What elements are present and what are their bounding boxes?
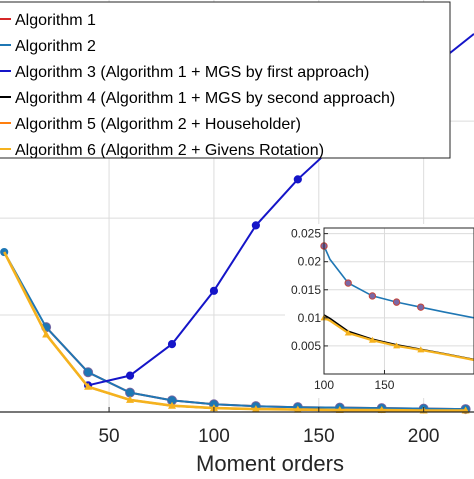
series-6-point (251, 405, 260, 413)
series-line-6 (3, 251, 466, 412)
inset-x-tick-label: 150 (374, 378, 394, 392)
inset-series-line-1 (323, 245, 474, 319)
legend-label-1: Algorithm 1 (15, 12, 96, 29)
x-tick-label: 200 (408, 426, 440, 447)
inset-plot: 0.005 0.01 0.015 0.02 0.025 100 150 (285, 224, 474, 398)
inset-series-1-point (344, 279, 352, 287)
legend-label-5: Algorithm 5 (Algorithm 2 + Householder) (15, 116, 301, 133)
x-axis-label: Moment orders (196, 451, 344, 474)
inset-y-tick-label: 0.005 (291, 339, 321, 353)
inset-series-3-point (393, 342, 401, 349)
main-axes: 50 100 150 200 (0, 407, 474, 447)
inset-y-tick-label: 0.015 (291, 283, 321, 297)
series-2-point (125, 388, 135, 397)
series-6-point (335, 406, 344, 414)
inset-y-tick-label: 0.02 (298, 255, 322, 269)
series-3-point (167, 340, 177, 349)
inset-y-tick-label: 0.01 (298, 311, 322, 325)
legend-box (0, 1, 451, 159)
inset-series-3-point (417, 346, 425, 353)
x-tick-label: 150 (303, 426, 335, 447)
inset-frame (323, 227, 474, 375)
series-6-point (167, 401, 176, 409)
inset-series-1-point (368, 292, 377, 300)
series-3-point (125, 371, 135, 380)
inset-x-tick-label: 100 (314, 378, 334, 392)
series-6-point (377, 406, 386, 414)
series-6-point (126, 395, 135, 403)
series-6-point (293, 405, 302, 413)
inset-series-3-point (344, 329, 352, 336)
series-3-point (293, 175, 302, 184)
legend: Algorithm 1 Algorithm 2 Algorithm 3 (Algor… (0, 1, 451, 159)
series-3-point (251, 221, 260, 230)
inset-series-line-3 (323, 316, 474, 362)
series-line-2 (3, 251, 466, 411)
series-6-point (42, 330, 51, 338)
legend-label-6: Algorithm 6 (Algorithm 2 + Givens Rotati… (15, 142, 324, 159)
legend-label-2: Algorithm 2 (15, 38, 96, 55)
inset-series-1-point (392, 298, 401, 306)
x-tick-label: 100 (198, 426, 230, 447)
series-3-point (209, 286, 219, 295)
inset-y-tick-label: 0.025 (291, 227, 321, 241)
series-6-point (84, 382, 93, 390)
inset-series-3-point (368, 336, 376, 343)
legend-label-3: Algorithm 3 (Algorithm 1 + MGS by first … (15, 64, 369, 81)
legend-label-4: Algorithm 4 (Algorithm 1 + MGS by second… (15, 90, 395, 107)
series-2-point (83, 368, 93, 377)
x-tick-label: 50 (98, 426, 119, 447)
inset-series-1-point (417, 303, 425, 311)
